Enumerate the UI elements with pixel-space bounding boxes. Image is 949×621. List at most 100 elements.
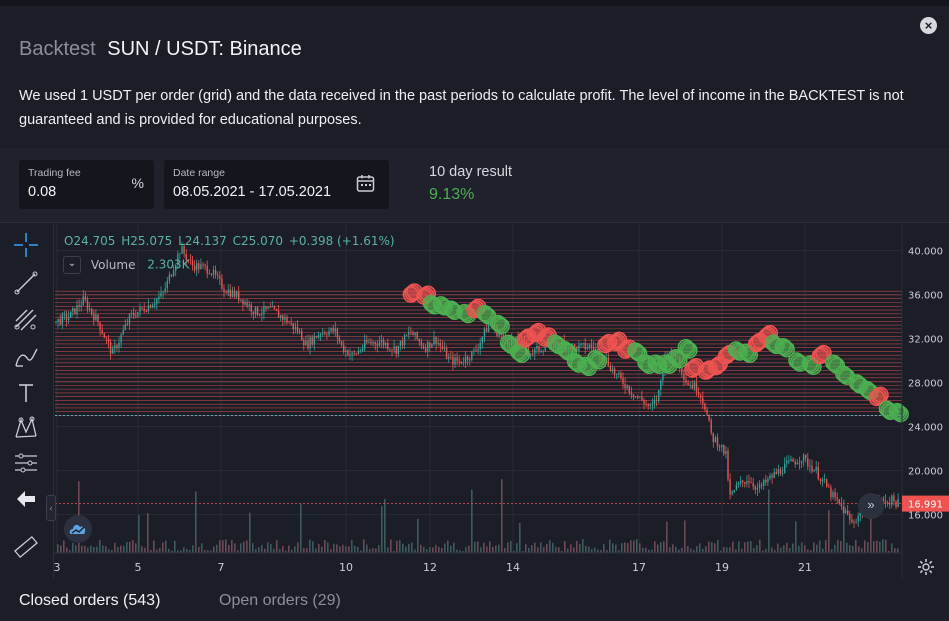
candle-body — [420, 341, 423, 347]
candle-body — [735, 484, 738, 491]
candle-body — [683, 373, 685, 380]
volume-bar — [282, 546, 284, 553]
trading-fee-field[interactable]: Trading fee 0.08 % — [19, 160, 154, 209]
candle-body — [156, 298, 158, 304]
brush-icon[interactable] — [10, 343, 42, 371]
settings-gear-icon[interactable] — [917, 558, 935, 576]
date-range-field[interactable]: Date range 08.05.2021 - 17.05.2021 — [164, 160, 389, 209]
volume-bar — [285, 550, 287, 553]
volume-bar — [342, 544, 344, 553]
volume-bar — [462, 550, 464, 553]
volume-bar — [147, 513, 149, 553]
volume-bar — [429, 547, 431, 553]
volume-bar — [750, 541, 752, 553]
candle-body — [412, 332, 414, 336]
candle-body — [160, 292, 162, 297]
candle-body — [101, 330, 103, 334]
candle-body — [193, 265, 196, 271]
volume-bar — [813, 542, 815, 553]
crosshair-icon[interactable] — [10, 231, 42, 259]
candle-body — [355, 353, 357, 355]
volume-bar — [747, 541, 749, 553]
volume-bar — [156, 549, 158, 553]
candle-body — [891, 495, 893, 505]
volume-toggle-button[interactable]: ⌄ — [63, 256, 81, 274]
volume-bar — [792, 543, 794, 553]
volume-bar — [579, 543, 581, 553]
tradingview-logo-icon[interactable] — [64, 515, 92, 543]
candle-body — [401, 340, 404, 346]
candle-body — [246, 301, 248, 307]
volume-bar — [816, 544, 818, 553]
candle-body — [256, 307, 259, 315]
candle-body — [145, 311, 147, 312]
volume-bar — [852, 545, 854, 553]
candle-body — [206, 265, 208, 274]
candle-body — [773, 472, 775, 478]
candle-body — [702, 397, 704, 404]
volume-bar — [522, 550, 524, 553]
ruler-icon[interactable] — [10, 533, 42, 561]
candle-body — [557, 341, 559, 346]
volume-bar — [849, 545, 851, 553]
candle-body — [639, 396, 641, 398]
tab-closed-orders[interactable]: Closed orders (543) — [19, 592, 161, 609]
candle-body — [771, 475, 773, 478]
candle-body — [301, 330, 303, 341]
trend-line-icon[interactable] — [10, 269, 42, 297]
volume-bar — [129, 541, 131, 553]
candle-body — [347, 350, 349, 356]
candle-body — [691, 384, 693, 389]
volume-bar — [783, 545, 785, 553]
date-range-value[interactable]: 08.05.2021 - 17.05.2021 — [173, 184, 332, 200]
volume-bar — [714, 543, 716, 553]
candle-body — [775, 472, 777, 474]
candle-body — [55, 321, 57, 323]
back-arrow-icon[interactable] — [10, 485, 42, 513]
y-tick-label: 20.000 — [908, 467, 943, 478]
calendar-icon[interactable] — [356, 174, 375, 193]
candle-body — [666, 354, 668, 361]
price-chart[interactable]: 40.000 36.000 32.000 28.000 24.000 20.000 16.0… — [0, 223, 949, 578]
text-icon[interactable] — [10, 379, 42, 407]
candle-body — [175, 264, 177, 272]
measure-icon[interactable] — [10, 449, 42, 477]
candle-body — [584, 342, 586, 350]
volume-bar — [57, 544, 59, 553]
pitchfork-icon[interactable] — [10, 306, 42, 334]
volume-bar — [477, 541, 479, 553]
close-button[interactable]: × — [920, 17, 937, 34]
volume-bar — [339, 546, 341, 553]
volume-bar — [180, 550, 182, 553]
toolbar-collapse-button[interactable]: ‹ — [46, 495, 56, 521]
volume-bar — [516, 543, 518, 553]
candle-body — [849, 514, 851, 520]
candle-body — [70, 311, 72, 318]
chart-area[interactable]: 40.000 36.000 32.000 28.000 24.000 20.000 16.0… — [0, 222, 949, 578]
trading-fee-value[interactable]: 0.08 — [28, 184, 57, 200]
tab-open-orders[interactable]: Open orders (29) — [219, 592, 341, 609]
candle-body — [380, 339, 383, 343]
candle-body — [252, 311, 255, 314]
volume-bar — [666, 521, 668, 553]
candle-body — [445, 348, 448, 359]
volume-bar — [627, 543, 629, 553]
candle-body — [269, 307, 271, 308]
x-tick-label: 12 — [423, 561, 437, 574]
volume-bar — [861, 548, 863, 553]
modal-title: Backtest SUN / USDT: Binance — [19, 38, 302, 61]
candle-body — [162, 291, 164, 293]
candle-body — [240, 299, 242, 301]
candle-body — [109, 342, 112, 354]
candle-body — [103, 333, 105, 338]
candle-body — [882, 498, 885, 501]
volume-bar — [468, 545, 470, 553]
scroll-to-realtime-button[interactable]: » — [858, 493, 884, 519]
volume-bar — [612, 543, 614, 553]
candle-body — [88, 308, 91, 310]
volume-bar — [711, 542, 713, 553]
volume-bar — [465, 547, 467, 553]
candle-body — [767, 478, 769, 483]
pattern-icon[interactable] — [10, 414, 42, 442]
candle-body — [267, 307, 269, 309]
